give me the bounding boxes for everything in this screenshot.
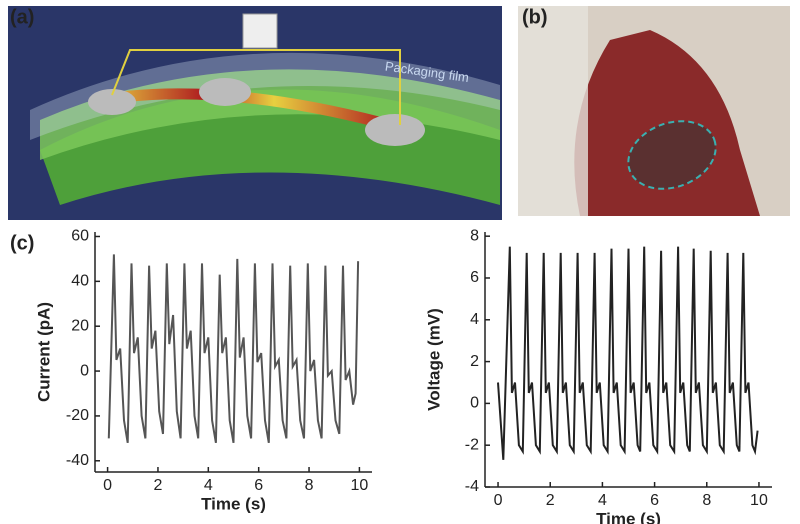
x-tick-label: 8 (305, 477, 314, 494)
x-axis-label: Time (s) (596, 509, 661, 524)
y-axis-label: Current (pA) (34, 302, 53, 402)
x-axis-label: Time (s) (201, 494, 266, 513)
y-tick-label: 6 (470, 269, 479, 286)
y-tick-label: -2 (465, 436, 479, 453)
y-tick-label: 0 (80, 362, 89, 379)
x-tick-label: 2 (154, 477, 163, 494)
y-tick-label: 0 (470, 395, 479, 412)
y-tick-label: 4 (470, 311, 479, 328)
panel-label: (c) (10, 232, 34, 254)
x-tick-label: 4 (598, 492, 607, 509)
y-tick-label: 8 (470, 227, 479, 244)
x-tick-label: 0 (103, 477, 112, 494)
x-tick-label: 10 (750, 492, 768, 509)
y-axis-label: Voltage (mV) (424, 308, 443, 411)
y-tick-label: 40 (71, 273, 89, 290)
y-tick-label: -20 (66, 407, 89, 424)
y-tick-label: 2 (470, 353, 479, 370)
y-tick-label: -40 (66, 452, 89, 469)
x-tick-label: 4 (204, 477, 213, 494)
x-tick-label: 2 (546, 492, 555, 509)
y-tick-label: 60 (71, 228, 89, 245)
x-tick-label: 6 (650, 492, 659, 509)
data-line (107, 254, 360, 443)
x-tick-label: 10 (351, 477, 369, 494)
panel-label: (a) (10, 6, 34, 28)
panel-label: (b) (522, 6, 548, 28)
y-tick-label: 20 (71, 317, 89, 334)
x-tick-label: 8 (702, 492, 711, 509)
panel-b-photo (518, 6, 790, 216)
x-tick-label: 0 (494, 492, 503, 509)
y-tick-label: -4 (465, 478, 479, 495)
x-tick-label: 6 (254, 477, 263, 494)
data-line (497, 246, 759, 460)
panel-a-illustration (8, 6, 502, 220)
